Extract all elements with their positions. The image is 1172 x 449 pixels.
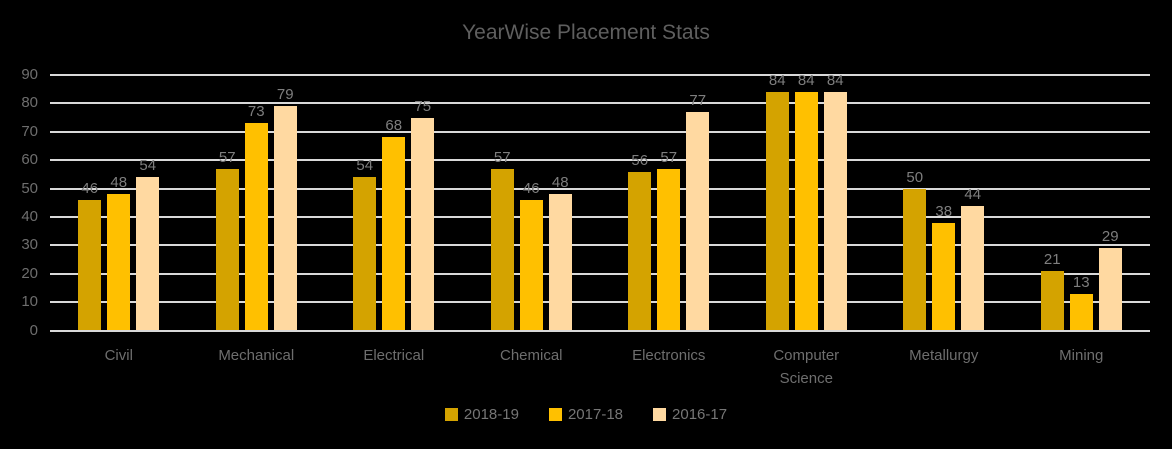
bar-value-label: 73 [247, 103, 265, 121]
legend-swatch [548, 408, 562, 421]
bar [765, 92, 789, 331]
legend-label: 2017-18 [567, 406, 624, 423]
y-tick-label: 60 [21, 151, 38, 169]
y-tick-label: 70 [21, 122, 38, 140]
y-tick-label: 50 [21, 179, 38, 197]
bar-value-label: 68 [385, 117, 403, 135]
bar [932, 222, 956, 331]
y-tick-label: 40 [21, 207, 38, 225]
y-tick-label: 20 [21, 264, 38, 282]
bar-value-label: 79 [276, 86, 294, 104]
bar-value-label: 84 [797, 72, 815, 90]
bar [1098, 248, 1122, 331]
bar-value-label: 57 [493, 148, 511, 166]
legend: 2018-19 2017-18 2016-17 [0, 406, 1172, 423]
bar-value-label: 56 [631, 151, 649, 169]
gridline [50, 272, 1150, 275]
category-label: Chemical [499, 347, 563, 364]
bar-value-label: 75 [414, 97, 432, 115]
y-tick-label: 10 [21, 293, 38, 311]
y-tick-label: 0 [29, 321, 38, 339]
bar [411, 117, 435, 331]
bar-value-label: 13 [1072, 273, 1090, 291]
bar [794, 92, 818, 331]
bar [215, 168, 239, 331]
y-tick-label: 30 [21, 236, 38, 254]
legend-label: 2016-17 [672, 406, 728, 423]
category-label: Electronics [632, 347, 706, 364]
bar [961, 205, 985, 331]
bar [107, 194, 131, 331]
y-tick-label: 90 [21, 66, 38, 83]
bar-value-label: 50 [906, 168, 924, 186]
y-tick-label: 80 [21, 94, 38, 112]
bar [1069, 293, 1093, 331]
bar [548, 194, 572, 331]
category-label: Computer Science [773, 347, 840, 387]
legend-swatch [444, 408, 458, 421]
category-label: Electrical [363, 347, 425, 364]
gridline [50, 187, 1150, 190]
bar [382, 137, 406, 331]
bar-value-label: 84 [768, 72, 786, 90]
gridline [50, 159, 1150, 162]
legend-label: 2018-19 [463, 406, 519, 423]
bar-value-label: 57 [218, 148, 236, 166]
bar [628, 171, 652, 331]
gridline [50, 301, 1150, 304]
category-label: Metallurgy [909, 347, 979, 364]
bar [657, 168, 681, 331]
bar-value-label: 48 [551, 174, 569, 192]
bar-value-label: 54 [139, 157, 157, 175]
bar [686, 111, 710, 331]
bar [136, 177, 160, 331]
gridline [50, 329, 1150, 332]
bar [78, 199, 102, 331]
bar-value-label: 48 [110, 174, 128, 192]
category-label: Mechanical [218, 347, 295, 364]
bar-value-label: 54 [356, 157, 374, 175]
bar [519, 199, 543, 331]
chart-title: YearWise Placement Stats [462, 21, 710, 44]
bar-value-label: 57 [660, 148, 678, 166]
bar-value-label: 77 [689, 91, 707, 109]
category-label: Mining [1059, 347, 1104, 364]
gridline [50, 244, 1150, 247]
bar-value-label: 29 [1101, 228, 1119, 246]
bar-value-label: 46 [81, 179, 99, 197]
bar [1040, 270, 1064, 331]
legend-item: 2018-19 [444, 406, 519, 423]
category-label: Civil [104, 347, 133, 364]
gridline [50, 74, 1150, 76]
bar [273, 106, 297, 331]
bar-value-label: 38 [935, 202, 953, 220]
bar-value-label: 46 [522, 179, 540, 197]
gridline [50, 102, 1150, 105]
bar [490, 168, 514, 331]
legend-swatch [653, 408, 667, 421]
gridline [50, 130, 1150, 133]
bar [244, 123, 268, 331]
bar [353, 177, 377, 331]
bar [823, 92, 847, 331]
bar [903, 188, 927, 331]
bar-value-label: 21 [1043, 250, 1061, 268]
gridline [50, 215, 1150, 218]
legend-item: 2016-17 [653, 406, 727, 423]
bar-value-label: 44 [964, 185, 982, 203]
bar-value-label: 84 [826, 72, 844, 90]
legend-item: 2017-18 [548, 406, 624, 423]
